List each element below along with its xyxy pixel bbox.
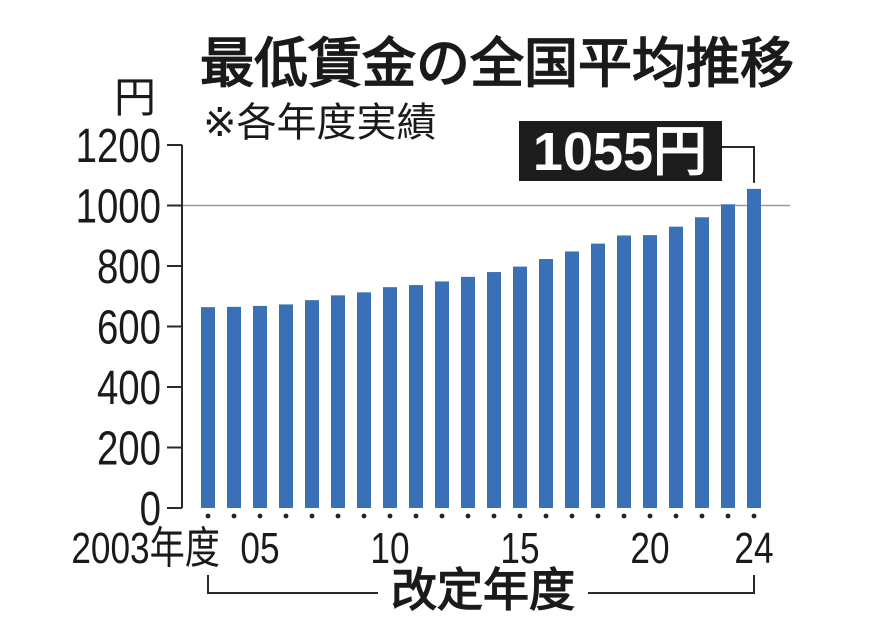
x-tick-dot-2006 (283, 513, 289, 519)
x-tick-dot-2014 (491, 513, 497, 519)
chart-subtitle: ※各年度実績 (203, 100, 437, 146)
bar-2009 (357, 292, 371, 508)
x-tick-dot-2024 (751, 513, 757, 519)
x-tick-dot-2023 (725, 513, 731, 519)
chart-title: 最低賃金の全国平均推移 (200, 32, 794, 95)
bar-2006 (279, 304, 293, 508)
y-tick-label-400: 400 (97, 362, 161, 415)
x-tick-dot-2005 (257, 513, 263, 519)
y-axis: 0 200 400 600 800 1000 1200 (76, 120, 183, 536)
x-tick-dot-2011 (413, 513, 419, 519)
x-tick-dot-2022 (699, 513, 705, 519)
x-tick-dot-2008 (335, 513, 341, 519)
x-tick-dot-2018 (595, 513, 601, 519)
bar-2008 (331, 295, 345, 508)
x-tick-dot-2007 (309, 513, 315, 519)
bar-2017 (565, 251, 579, 509)
bar-2011 (409, 285, 423, 508)
x-tick-dot-2013 (465, 513, 471, 519)
bar-2018 (591, 243, 605, 509)
x-tick-label-2003: 2003年度 (71, 524, 220, 573)
x-tick-labels: 2003年度 05 10 15 20 24 (71, 524, 773, 573)
bar-2003 (201, 307, 215, 508)
x-tick-label-2005: 05 (240, 524, 279, 573)
y-tick-label-0: 0 (140, 483, 161, 536)
x-tick-label-2015: 15 (500, 524, 539, 573)
bar-2021 (669, 226, 683, 509)
x-tick-dot-2021 (673, 513, 679, 519)
y-tick-label-1000: 1000 (76, 181, 161, 234)
x-tick-dot-2009 (361, 513, 367, 519)
x-tick-dot-2017 (569, 513, 575, 519)
y-tick-label-600: 600 (97, 302, 161, 355)
x-tick-dot-2012 (439, 513, 445, 519)
bar-2014 (487, 272, 501, 508)
bar-2022 (695, 217, 709, 509)
value-callout: 1055円 (519, 121, 755, 183)
y-tick-label-200: 200 (97, 423, 161, 476)
x-tick-dot-2015 (517, 513, 523, 519)
bars (201, 188, 761, 509)
bar-2010 (383, 287, 397, 508)
bar-2012 (435, 281, 449, 508)
bar-2013 (461, 276, 475, 508)
bar-2015 (513, 266, 527, 508)
x-tick-dot-2019 (621, 513, 627, 519)
bar-2019 (617, 235, 631, 508)
bar-2016 (539, 259, 553, 508)
x-tick-dot-2003 (205, 513, 211, 519)
x-tick-label-2020: 20 (630, 524, 669, 573)
bar-2007 (305, 300, 319, 508)
x-tick-label-2010: 10 (370, 524, 409, 573)
bar-2024 (747, 188, 761, 509)
bar-2023 (721, 204, 735, 509)
y-tick-label-1200: 1200 (76, 120, 161, 173)
x-axis-bracket-right (588, 575, 755, 594)
x-tick-dot-2020 (647, 513, 653, 519)
bar-2005 (253, 305, 267, 508)
x-tick-dot-2004 (231, 513, 237, 519)
value-callout-label: 1055円 (533, 122, 707, 182)
x-tick-dot-2016 (543, 513, 549, 519)
value-callout-box (519, 121, 722, 181)
y-axis-unit: 円 (114, 73, 156, 122)
value-callout-leader-line (722, 146, 755, 183)
y-tick-label-800: 800 (97, 241, 161, 294)
bar-2020 (643, 235, 657, 508)
x-axis-title: 改定年度 (391, 563, 575, 617)
x-tick-dots (205, 513, 757, 519)
x-axis-bracket-left (207, 575, 378, 594)
x-tick-dot-2010 (387, 513, 393, 519)
bar-2004 (227, 306, 241, 508)
x-tick-label-2024: 24 (734, 524, 773, 573)
